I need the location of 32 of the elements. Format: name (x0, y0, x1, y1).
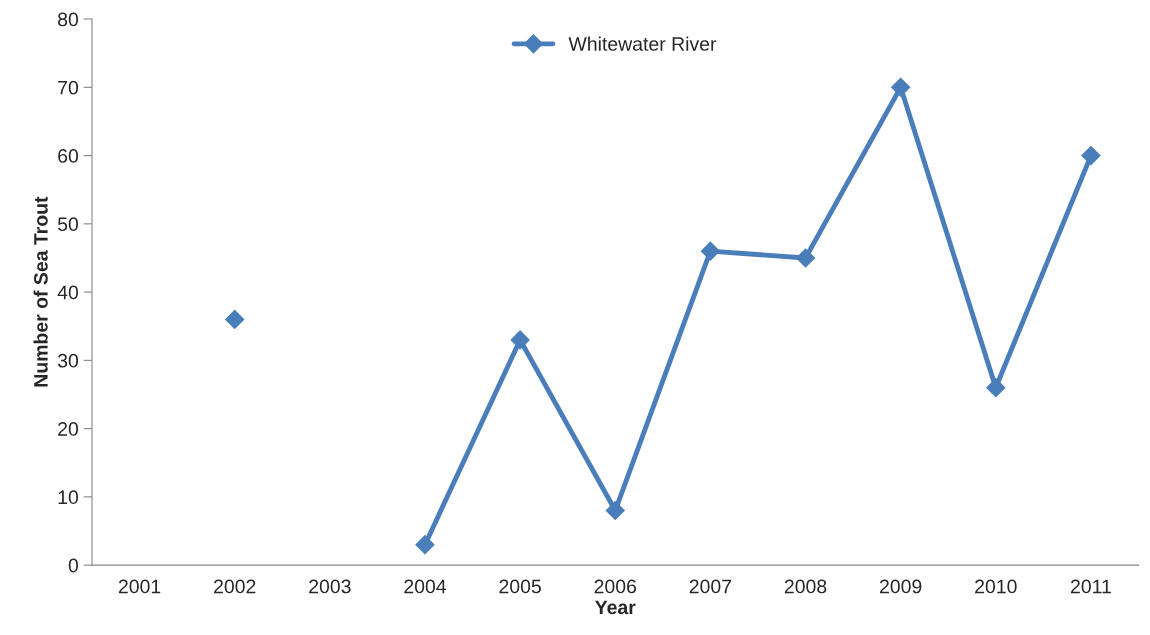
x-tick-label: 2011 (1071, 579, 1111, 594)
x-tick-label: 2008 (784, 579, 827, 594)
y-tick-label: 80 (58, 12, 79, 27)
y-tick-label: 40 (57, 285, 79, 300)
point (605, 501, 625, 521)
point (795, 248, 816, 268)
y-tick-label: 50 (57, 217, 79, 232)
y-axis-title: Number of Sea Trout (33, 196, 48, 387)
x-tick-label: 2005 (499, 579, 541, 594)
x-tick-label: 2009 (880, 579, 922, 594)
y-tick-label: 10 (58, 490, 79, 505)
x-tick-label: 2007 (689, 579, 732, 594)
point (510, 330, 530, 350)
x-tick-label: 2004 (404, 579, 447, 594)
point (700, 241, 720, 261)
y-tick-label: 0 (68, 558, 79, 573)
x-tick-label: 2003 (309, 579, 351, 594)
legend-label: Whitewater River (568, 36, 717, 51)
x-tick-label: 2006 (594, 579, 637, 594)
point (1081, 146, 1101, 166)
point (415, 535, 435, 555)
x-axis-title: Year (595, 600, 636, 615)
point (891, 77, 911, 97)
x-tick-label: 2010 (975, 579, 1017, 594)
y-tick-label: 60 (58, 149, 79, 163)
point (225, 309, 245, 329)
point (986, 378, 1006, 398)
y-tick-label: 70 (58, 80, 79, 95)
y-tick-label: 20 (58, 422, 79, 436)
x-tick-label: 2002 (214, 579, 256, 594)
x-tick-label: 2001 (118, 579, 161, 594)
y-tick-label: 30 (57, 353, 79, 368)
